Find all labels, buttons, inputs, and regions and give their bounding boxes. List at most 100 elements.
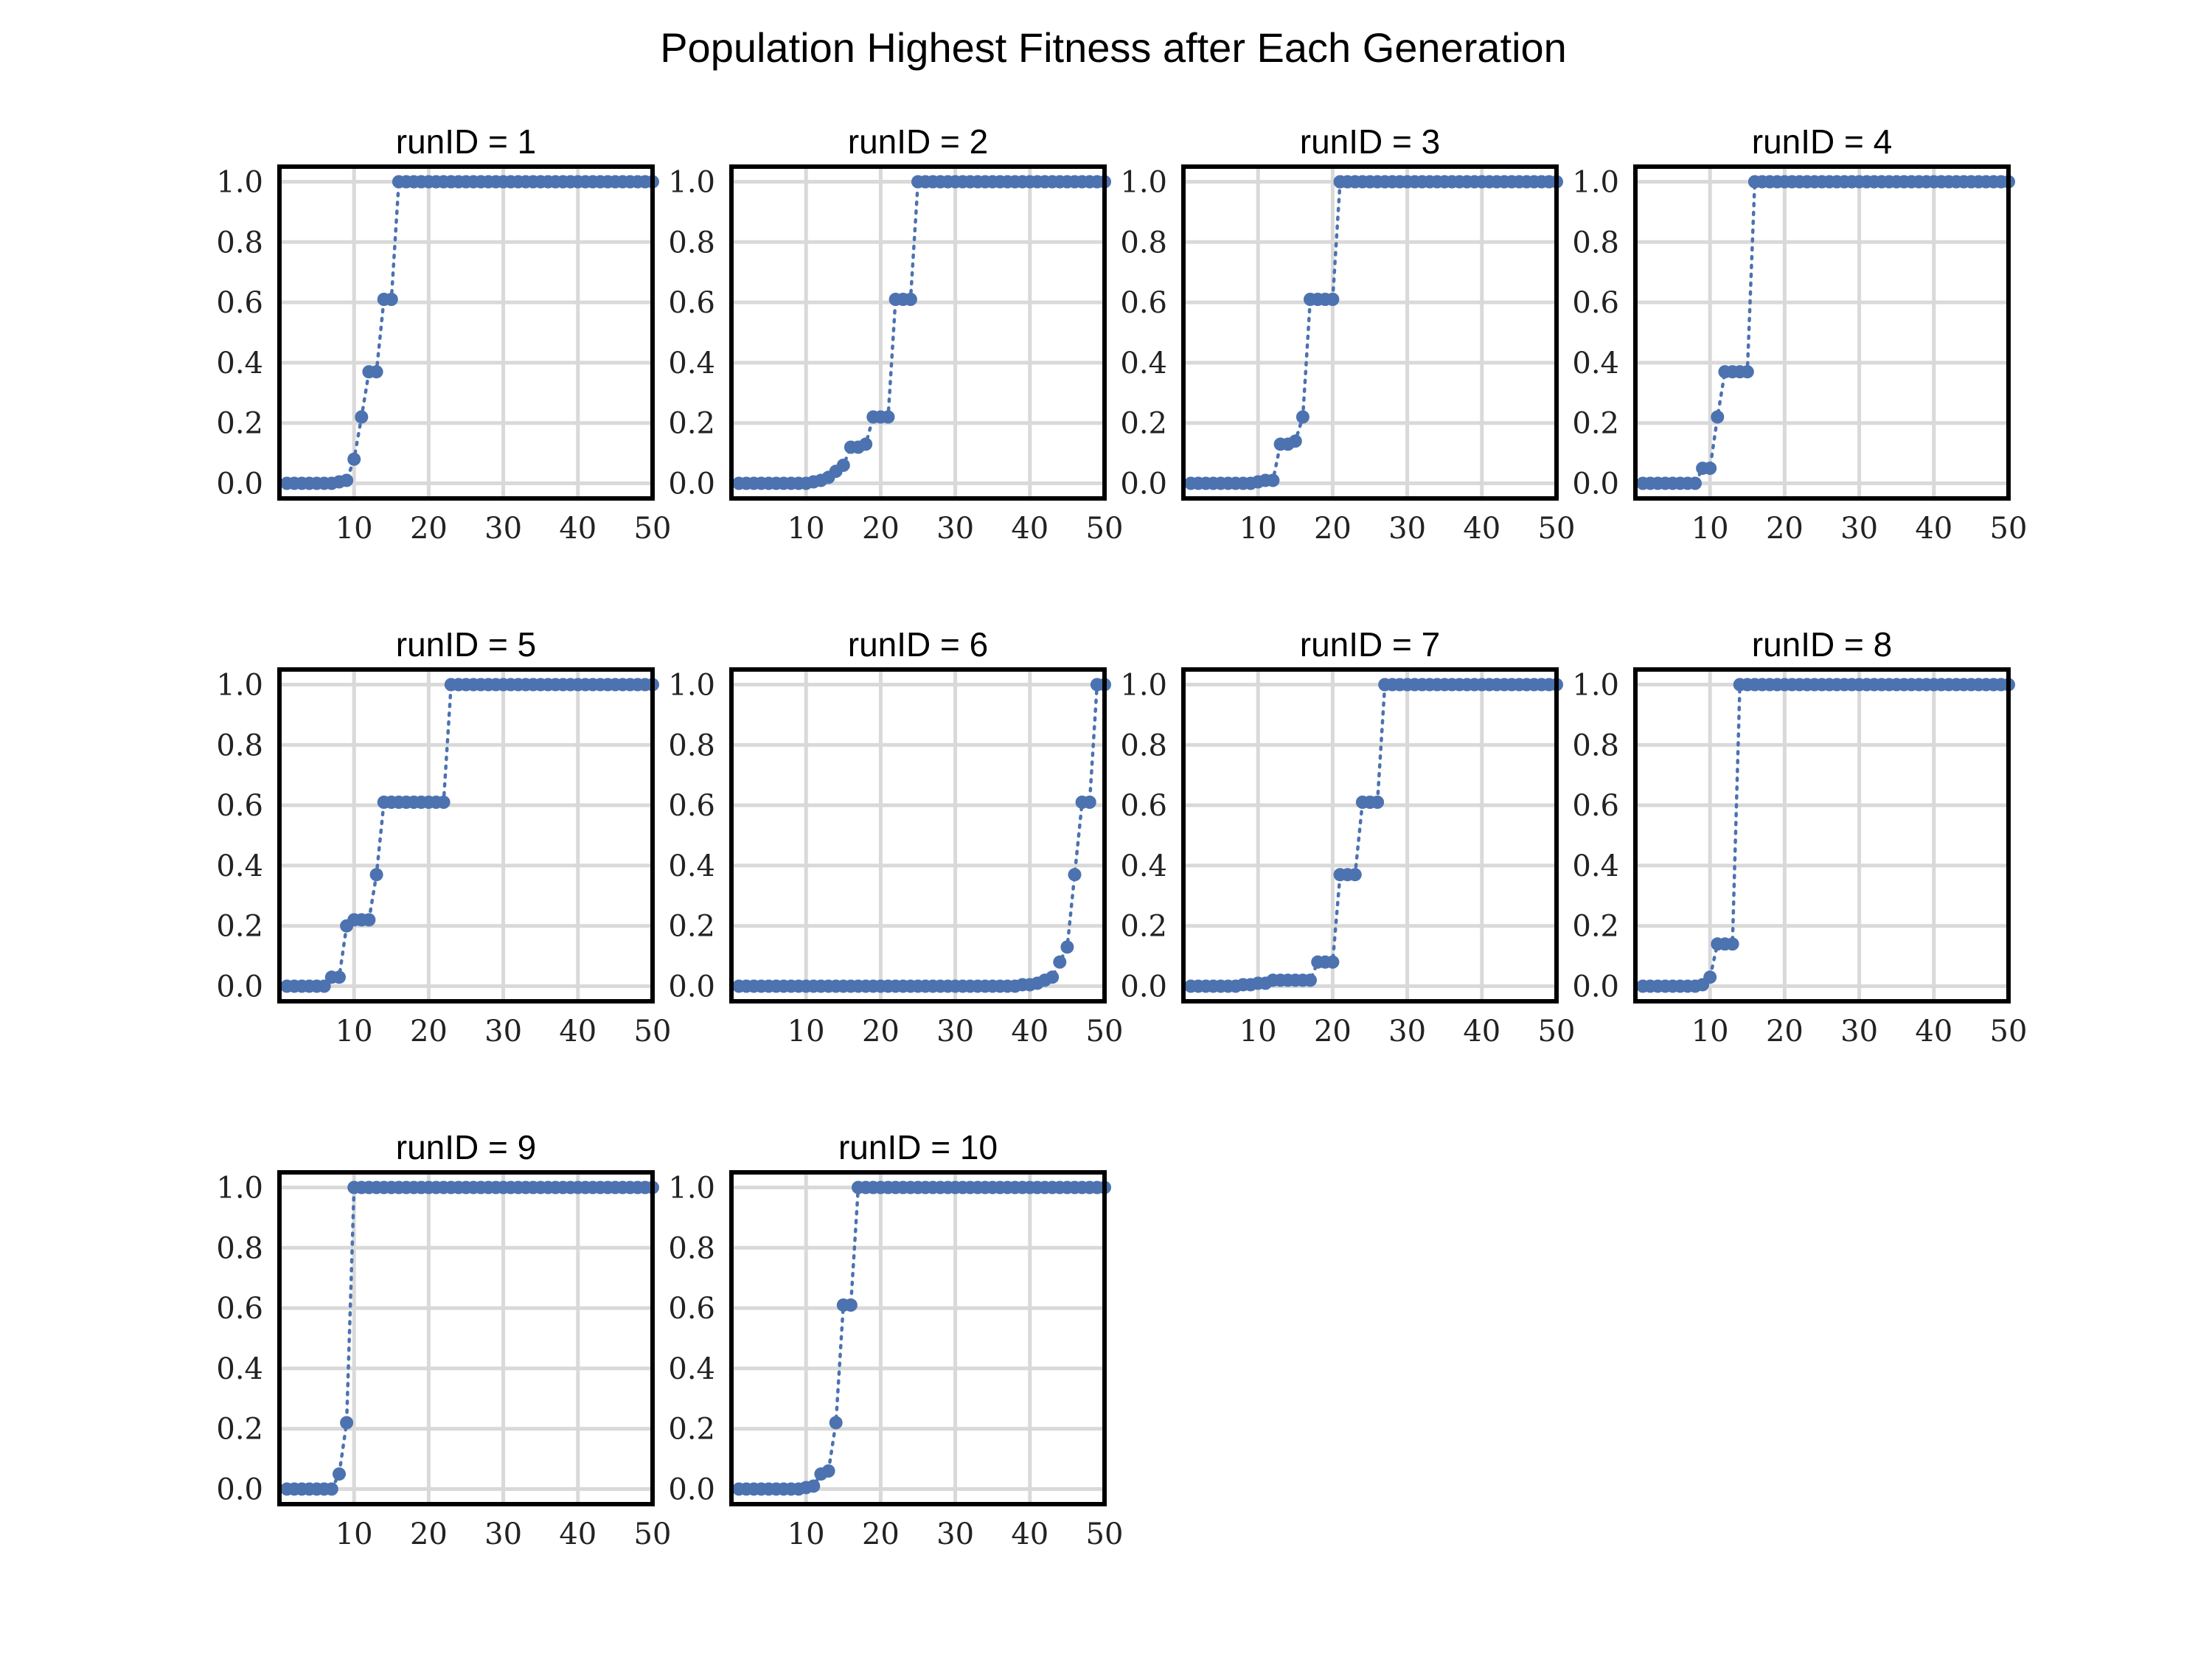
data-point	[1725, 937, 1739, 951]
x-tick-label: 50	[634, 1517, 672, 1551]
y-tick-label: 0.4	[1572, 849, 1619, 883]
y-tick-label: 0.6	[668, 789, 715, 823]
data-point	[1082, 796, 1096, 809]
axes-frame	[729, 164, 1107, 501]
subplot-title: runID = 7	[1300, 625, 1441, 664]
x-tick-label: 40	[1463, 1015, 1500, 1048]
x-tick-label: 20	[1314, 1015, 1352, 1048]
axes-frame	[1181, 667, 1559, 1004]
y-tick-label: 0.2	[668, 910, 715, 944]
subplot-title: runID = 6	[848, 625, 989, 664]
data-point	[1288, 434, 1302, 448]
subplot-grid: runID = 110 20 30 40 500.00.20.40.60.81.0run…	[216, 122, 2027, 1551]
y-tick-label: 1.0	[216, 165, 263, 199]
x-tick-label: 40	[559, 1015, 597, 1048]
y-tick-label: 0.0	[1120, 970, 1167, 1004]
subplot-title: runID = 4	[1752, 122, 1893, 161]
y-tick-label: 0.0	[1120, 467, 1167, 501]
x-tick-label: 10	[787, 512, 825, 546]
x-tick-label: 50	[1086, 512, 1124, 546]
x-tick-label: 10	[1691, 512, 1729, 546]
data-point	[1304, 973, 1317, 987]
x-tick-label: 20	[862, 512, 900, 546]
y-tick-label: 0.2	[1120, 407, 1167, 441]
x-tick-label: 30	[1840, 1015, 1878, 1048]
data-point	[1703, 462, 1717, 476]
x-tick-label: 30	[1388, 1015, 1426, 1048]
y-tick-label: 0.0	[668, 1473, 715, 1507]
x-tick-label: 40	[559, 1517, 597, 1551]
subplot-title: runID = 1	[396, 122, 537, 161]
x-tick-label: 40	[1011, 1517, 1048, 1551]
y-tick-label: 1.0	[668, 165, 715, 199]
data-point	[1295, 410, 1310, 424]
axes-frame	[1181, 164, 1559, 501]
x-tick-label: 20	[410, 512, 448, 546]
y-tick-label: 0.4	[216, 849, 263, 883]
data-point	[881, 410, 895, 424]
data-point	[362, 913, 376, 927]
series-line	[285, 683, 655, 988]
x-tick-label: 50	[1086, 1517, 1124, 1551]
data-point	[1740, 365, 1754, 379]
subplot-run-2: runID = 2 10 20 30 40 50 0.0 0.2 0.4 0.6 0.8 1.0	[668, 122, 1123, 546]
y-tick-label: 0.4	[216, 1352, 263, 1386]
data-point	[317, 979, 331, 993]
y-tick-label: 1.0	[668, 1171, 715, 1205]
x-tick-label: 20	[1766, 512, 1804, 546]
series-line	[285, 180, 655, 485]
data-point	[340, 1416, 354, 1430]
x-tick-label: 30	[1840, 512, 1878, 546]
x-tick-label: 10	[1691, 1015, 1729, 1048]
data-point	[1046, 970, 1060, 984]
y-tick-label: 1.0	[216, 668, 263, 702]
axes-frame	[1633, 164, 2011, 501]
subplot-title: runID = 10	[838, 1128, 998, 1166]
y-tick-label: 0.4	[668, 1352, 715, 1386]
y-tick-label: 0.0	[216, 467, 263, 501]
data-point	[1068, 868, 1082, 882]
data-point	[369, 365, 383, 379]
y-tick-label: 0.4	[1572, 347, 1619, 380]
data-point	[1266, 473, 1280, 487]
y-tick-label: 0.8	[216, 226, 263, 260]
x-tick-label: 10	[1239, 1015, 1277, 1048]
series-line	[1641, 180, 2011, 485]
x-tick-label: 10	[787, 1517, 825, 1551]
axes-frame	[277, 164, 655, 501]
subplot-run-9: runID = 9 10 20 30 40 50 0.0 0.2 0.4 0.6 0.8 1.0	[216, 1128, 671, 1551]
data-point	[836, 459, 850, 472]
y-tick-label: 0.6	[1572, 789, 1619, 823]
y-tick-label: 1.0	[1120, 668, 1167, 702]
y-tick-label: 0.2	[216, 1413, 263, 1447]
y-tick-label: 0.2	[1572, 407, 1619, 441]
y-tick-label: 1.0	[216, 1171, 263, 1205]
subplot-run-7: runID = 7 10 20 30 40 50 0.0 0.2 0.4 0.6 0.8 1.0	[1120, 625, 1575, 1048]
data-point	[1688, 476, 1702, 490]
y-tick-label: 0.0	[668, 467, 715, 501]
subplot-run-8: runID = 8 10 20 30 40 50 0.0 0.2 0.4 0.6 0.8 1.0	[1572, 625, 2027, 1048]
series-line	[737, 1186, 1107, 1491]
y-tick-label: 1.0	[1572, 668, 1619, 702]
y-tick-label: 0.2	[668, 1413, 715, 1447]
data-point	[1326, 955, 1340, 969]
x-tick-label: 10	[335, 512, 373, 546]
y-tick-label: 0.6	[1572, 286, 1619, 320]
subplot-run-6: runID = 6 10 20 30 40 50 0.0 0.2 0.4 0.6 0.8 1.0	[668, 625, 1123, 1048]
subplot-title: runID = 2	[848, 122, 989, 161]
data-point	[903, 293, 917, 306]
x-tick-label: 20	[862, 1517, 900, 1551]
subplot-run-3: runID = 3 10 20 30 40 50 0.0 0.2 0.4 0.6 0.8 1.0	[1120, 122, 1575, 546]
x-tick-label: 40	[1011, 1015, 1048, 1048]
y-tick-label: 0.4	[1120, 347, 1167, 380]
y-tick-label: 0.6	[216, 789, 263, 823]
data-point	[324, 1482, 338, 1496]
data-point	[333, 1467, 346, 1481]
data-point	[355, 410, 369, 424]
series-line	[737, 180, 1107, 485]
axes-frame	[1633, 667, 2011, 1004]
axes-frame	[729, 667, 1107, 1004]
x-tick-label: 40	[1463, 512, 1500, 546]
x-tick-label: 40	[559, 512, 597, 546]
